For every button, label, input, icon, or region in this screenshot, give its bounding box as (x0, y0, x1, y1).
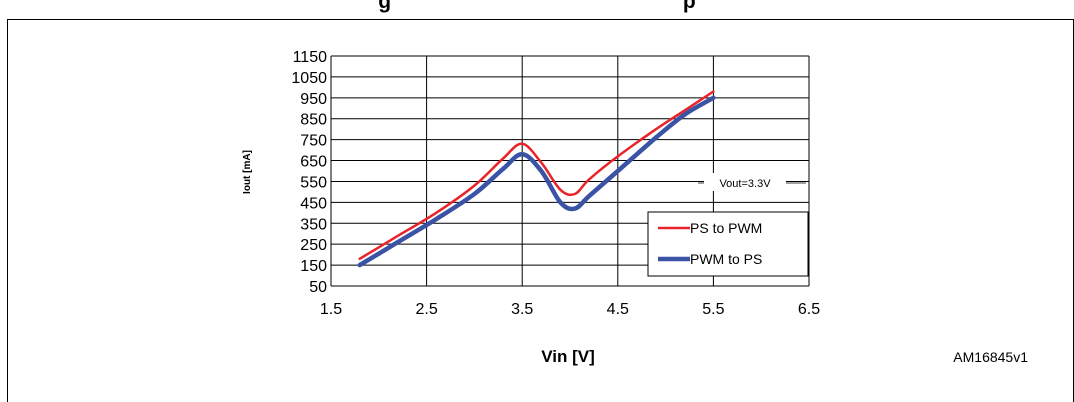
y-tick-label: 750 (300, 133, 327, 150)
y-tick-label: 950 (300, 91, 327, 108)
y-tick-label: 50 (309, 279, 327, 296)
y-tick-label: 150 (300, 258, 327, 275)
legend-box (647, 211, 809, 277)
series-line-pwm-to-ps (357, 95, 716, 268)
y-tick-label: 250 (300, 237, 327, 254)
y-tick-label: 650 (300, 154, 327, 171)
y-tick-label: 1050 (291, 70, 327, 87)
x-axis-ticks: 1.5 2.5 3.5 4.5 5.5 6.5 (320, 301, 820, 318)
x-tick-label: 2.5 (415, 301, 437, 318)
figure-caption-text: g p (378, 0, 696, 13)
legend-label-pwm-to-ps: PWM to PS (690, 251, 762, 267)
y-axis-ticks: 50 150 250 350 450 550 650 750 850 950 1050 1150 (291, 49, 327, 296)
legend-label-ps-to-pwm: PS to PWM (690, 220, 762, 236)
legend: PS to PWM PWM to PS (647, 211, 809, 277)
annotation-vout: Vout=3.3V (719, 178, 771, 190)
annotation-box (704, 173, 786, 191)
x-tick-label: 6.5 (798, 301, 820, 318)
x-tick-label: 5.5 (702, 301, 724, 318)
y-tick-label: 350 (300, 216, 327, 233)
chart-series (357, 90, 716, 268)
y-tick-label: 1150 (293, 49, 328, 66)
y-axis-label: Iout [mA] (242, 150, 253, 194)
x-axis-label: Vin [V] (541, 347, 595, 366)
figure-caption-clipped: g p (0, 0, 1074, 18)
x-tick-label: 4.5 (607, 301, 629, 318)
y-tick-label: 850 (300, 112, 327, 129)
x-tick-label: 3.5 (511, 301, 533, 318)
series-line-ps-to-pwm (358, 90, 715, 261)
y-tick-label: 550 (300, 174, 327, 191)
x-tick-label: 1.5 (320, 301, 342, 318)
y-tick-label: 450 (300, 195, 327, 212)
figure-code: AM16845v1 (953, 349, 1028, 365)
